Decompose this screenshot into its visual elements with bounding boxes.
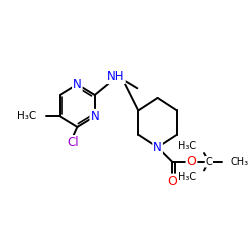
Text: Cl: Cl (68, 136, 79, 149)
Text: O: O (167, 174, 177, 188)
Text: C: C (206, 157, 212, 167)
Text: N: N (153, 141, 162, 154)
Text: H₃C: H₃C (178, 141, 196, 151)
Text: NH: NH (107, 70, 125, 83)
Text: N: N (73, 78, 82, 91)
Text: N: N (90, 110, 99, 123)
Text: H₃C: H₃C (178, 172, 196, 182)
Text: CH₃: CH₃ (230, 157, 248, 167)
Text: O: O (186, 155, 196, 168)
Text: H₃C: H₃C (18, 111, 37, 121)
